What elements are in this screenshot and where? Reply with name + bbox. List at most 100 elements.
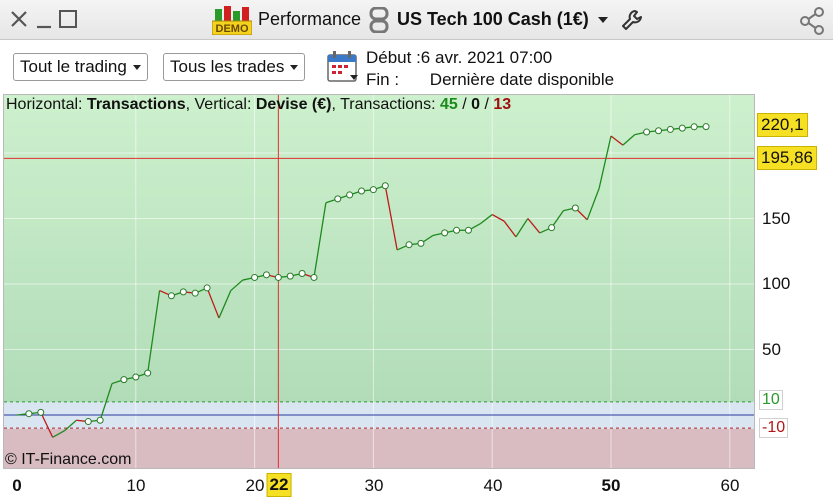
separator: / [457,96,472,113]
data-point [678,124,686,132]
equity-segment-gain [515,218,529,238]
start-date: Début :6 avr. 2021 07:00 [366,48,553,67]
link-icon[interactable] [369,7,389,33]
demo-account-icon: DEMO [212,6,252,35]
data-point [84,418,92,426]
close-icon[interactable] [8,8,30,30]
data-point [262,271,270,279]
equity-segment-gain [586,188,600,221]
data-point [251,273,259,281]
y-tick-label: 50 [762,340,781,359]
x-tick-label: 0 [12,476,22,495]
data-point [453,226,461,234]
equity-segment-gain [218,290,232,319]
chevron-down-icon [290,65,299,71]
transactions-label: , Transactions: [331,96,440,113]
equity-segment-loss [206,287,220,319]
trades-filter-dropdown[interactable]: Tous les trades [163,53,306,81]
data-point [571,204,579,212]
data-point [346,191,354,199]
data-point [441,229,449,237]
last-value-badge: 220,1 [757,113,808,137]
equity-segment-loss [40,412,54,438]
x-tick-label: 50 [601,476,621,495]
svg-text:DEMO: DEMO [216,23,249,35]
trades-filter-label: Tous les trades [170,57,285,76]
data-point [643,128,651,136]
equity-segment-gain [598,135,612,189]
x-tick-label: 40 [483,476,503,495]
x-tick-label: 20 [245,476,265,495]
chart-area[interactable] [3,94,755,469]
data-point [179,288,187,296]
data-point [358,187,366,195]
copyright-label: © IT-Finance.com [5,451,132,468]
equity-segment-loss [527,218,541,234]
gain-zone [4,95,754,402]
data-point [310,273,318,281]
data-point [167,292,175,300]
equity-segment-gain [622,134,636,146]
chart-header: Horizontal: Transactions, Vertical: Devi… [6,96,511,114]
data-point [369,186,377,194]
instrument-name: US Tech 100 Cash (1€) [397,9,589,29]
data-point [120,376,128,384]
end-date-value: Dernière date disponible [429,70,615,89]
horizontal-value: Transactions [86,96,186,113]
data-point [298,270,306,278]
equity-segment-gain [313,202,327,278]
y-tick-label: 100 [762,274,791,293]
equity-segment-loss [491,214,505,222]
x-tick-label: 60 [720,476,740,495]
loss-zone [4,429,754,468]
data-point [417,239,425,247]
maximize-icon[interactable] [57,8,79,30]
data-point [405,241,413,249]
upper-level-label: 10 [759,390,783,410]
data-point [381,182,389,190]
data-point [286,272,294,280]
data-point [702,123,710,131]
instrument-selector[interactable]: US Tech 100 Cash (1€) [397,9,608,30]
lower-level-label: -10 [759,418,789,438]
data-point [464,226,472,234]
data-point [191,289,199,297]
equity-segment-gain [479,214,493,225]
data-point [666,125,674,133]
minimize-icon[interactable] [33,8,55,30]
data-point [274,273,282,281]
equity-segment-loss [610,135,624,146]
data-point [132,373,140,381]
cursor-value-badge: 195,86 [757,146,817,170]
trading-filter-dropdown[interactable]: Tout le trading [13,53,148,81]
data-point [144,369,152,377]
share-icon[interactable] [797,6,827,36]
chevron-down-icon [132,65,141,71]
equity-segment-gain [64,419,77,432]
data-point [655,127,663,135]
equity-segment-gain [99,383,113,421]
x-tick-label: 30 [364,476,384,495]
equity-segment-loss [503,220,517,238]
losing-count: 13 [493,96,512,113]
end-date: Fin : Dernière date disponible [366,70,614,90]
title-bar: DEMO Performance US Tech 100 Cash (1€) [0,0,833,40]
wrench-icon[interactable] [620,8,644,32]
vertical-value: Devise (€) [255,96,332,113]
even-count: 0 [471,96,481,113]
window-title: Performance [258,9,362,29]
equity-segment-gain [52,430,65,438]
vertical-label: , Vertical: [185,96,256,113]
horizontal-label: Horizontal: [6,96,87,113]
equity-segment-gain [147,290,161,374]
data-point [96,416,104,424]
calendar-icon[interactable] [326,50,360,84]
equity-segment-gain [230,279,244,292]
equity-segment-loss [384,185,398,251]
data-point [690,123,698,131]
winning-count: 45 [439,96,458,113]
chevron-down-icon [597,17,608,24]
data-point [548,224,556,232]
end-date-label: Fin : [366,70,400,89]
